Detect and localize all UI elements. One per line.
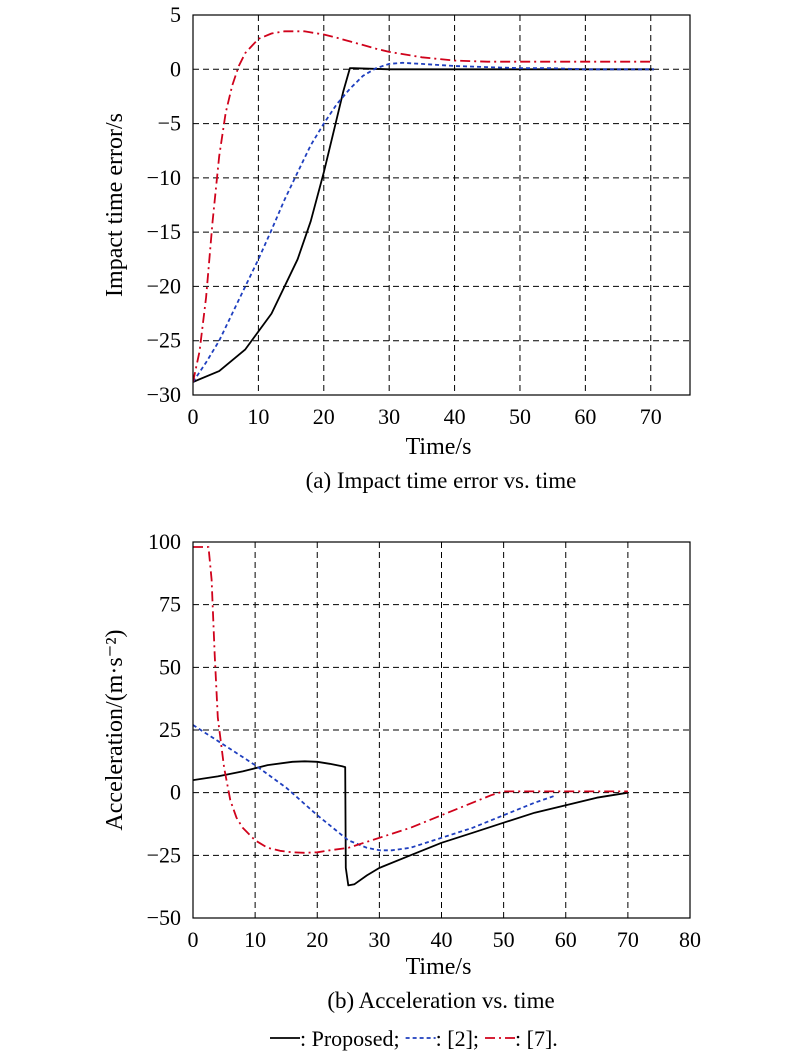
x-tick-label-b-3: 30 [368, 927, 390, 952]
series-line-a-0 [193, 67, 654, 383]
y-tick-label-a-5: −5 [158, 111, 181, 136]
y-tick-label-b-1: −25 [147, 842, 181, 867]
y-tick-label-a-7: 5 [170, 2, 181, 27]
series-line-b-2 [193, 546, 628, 854]
chart-panel-a: 0 10 20 30 40 50 60 70 −30 −25 −20 −15 −10 −5 0 5 Time/s… [102, 2, 691, 493]
y-tick-label-a-6: 0 [170, 56, 181, 81]
x-tick-label-b-0: 0 [188, 927, 199, 952]
y-tick-label-a-4: −10 [147, 165, 181, 190]
series-line-a-2 [193, 30, 654, 383]
x-tick-label-b-1: 10 [244, 927, 266, 952]
y-tick-label-b-2: 0 [170, 780, 181, 805]
x-tick-label-a-5: 50 [509, 404, 531, 429]
chart-panel-b: 0 10 20 30 40 50 60 70 80 −50 −25 0 25 50 75 100 Time/s A… [102, 529, 701, 1013]
y-tick-label-b-0: −50 [147, 905, 181, 930]
y-axis-title-b: Acceleration/(m·s⁻²) [102, 629, 128, 830]
x-tick-label-a-3: 30 [378, 404, 400, 429]
y-tick-label-b-4: 50 [159, 654, 181, 679]
x-tick-label-a-0: 0 [188, 404, 199, 429]
chart-caption-b: (b) Acceleration vs. time [327, 988, 554, 1013]
plot-frame-b [192, 541, 691, 919]
x-tick-label-b-2: 20 [306, 927, 328, 952]
y-tick-label-b-6: 100 [148, 529, 181, 554]
chart-caption-a: (a) Impact time error vs. time [306, 468, 577, 493]
y-tick-label-a-0: −30 [147, 382, 181, 407]
y-axis-title-a: Impact time error/s [102, 113, 128, 297]
y-tick-label-a-1: −25 [147, 328, 181, 353]
x-tick-label-a-7: 70 [640, 404, 662, 429]
x-axis-title-b: Time/s [406, 954, 472, 980]
x-tick-label-a-1: 10 [247, 404, 269, 429]
y-tick-label-b-3: 25 [159, 717, 181, 742]
series-line-b-1 [193, 724, 557, 852]
plot-frame-a [192, 14, 691, 396]
series-line-a-1 [193, 61, 654, 383]
x-tick-label-b-4: 40 [431, 927, 453, 952]
x-tick-label-b-8: 80 [679, 927, 701, 952]
legend-label-0: : Proposed; [300, 1026, 400, 1051]
plot-area-a [193, 15, 690, 395]
legend-label-2: : [7]. [515, 1026, 558, 1051]
y-tick-label-a-2: −20 [147, 273, 181, 298]
legend: : Proposed; : [2]; : [7]. [270, 1026, 558, 1051]
y-tick-label-b-5: 75 [159, 592, 181, 617]
x-tick-label-a-4: 40 [444, 404, 466, 429]
legend-label-1: : [2]; [436, 1026, 479, 1051]
series-line-b-0 [193, 760, 629, 887]
x-tick-label-b-6: 60 [555, 927, 577, 952]
x-tick-label-b-5: 50 [493, 927, 515, 952]
y-tick-label-a-3: −15 [147, 219, 181, 244]
x-tick-label-b-7: 70 [617, 927, 639, 952]
x-axis-title-a: Time/s [406, 434, 472, 460]
x-tick-label-a-2: 20 [313, 404, 335, 429]
x-tick-label-a-6: 60 [574, 404, 596, 429]
